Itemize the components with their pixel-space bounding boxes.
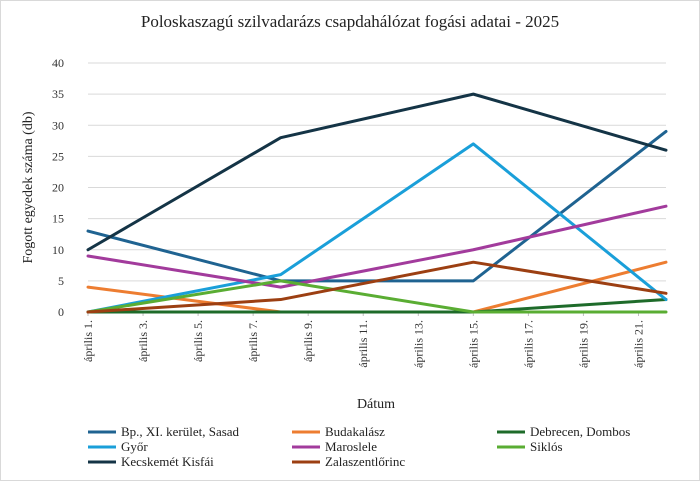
x-tick-label: április 9. xyxy=(301,320,315,362)
x-tick-label: április 5. xyxy=(191,320,205,362)
legend-label: Zalaszentlőrinc xyxy=(325,454,405,469)
series-line-6 xyxy=(86,279,668,314)
x-tick-label: április 17. xyxy=(521,320,535,368)
legend-label: Maroslele xyxy=(325,439,377,454)
x-tick-label: április 21. xyxy=(631,320,645,368)
legend-label: Kecskemét Kisfái xyxy=(121,454,214,469)
x-tick-label: április 19. xyxy=(576,320,590,368)
series-line-1 xyxy=(86,129,668,283)
x-tick-label: április 15. xyxy=(466,320,480,368)
legend-label: Budakalász xyxy=(325,424,385,439)
y-tick-label: 0 xyxy=(58,305,64,319)
x-tick-label: április 1. xyxy=(81,320,95,362)
series-line-8 xyxy=(86,260,668,314)
x-tick-label: április 7. xyxy=(246,320,260,362)
y-tick-label: 35 xyxy=(52,87,64,101)
y-tick-label: 25 xyxy=(52,149,64,163)
series-line-7 xyxy=(86,92,668,252)
x-tick-label: április 11. xyxy=(356,320,370,368)
legend-label: Bp., XI. kerület, Sasad xyxy=(121,424,240,439)
chart-title: Poloskaszagú szilvadarázs csapdahálózat … xyxy=(141,12,559,31)
y-tick-label: 20 xyxy=(52,181,64,195)
y-tick-label: 15 xyxy=(52,212,64,226)
y-tick-label: 10 xyxy=(52,243,64,257)
y-tick-label: 5 xyxy=(58,274,64,288)
legend-label: Debrecen, Dombos xyxy=(530,424,630,439)
legend-label: Győr xyxy=(121,439,148,454)
x-tick-label: április 3. xyxy=(136,320,150,362)
x-tick-label: április 13. xyxy=(411,320,425,368)
x-axis-title: Dátum xyxy=(357,397,395,412)
y-tick-label: 30 xyxy=(52,118,64,132)
series-line-5 xyxy=(86,204,668,289)
y-tick-label: 40 xyxy=(52,56,64,70)
series-line-4 xyxy=(86,142,668,314)
y-axis-title: Fogott egyedek száma (db) xyxy=(21,111,36,263)
series-line-3 xyxy=(86,298,668,314)
legend-label: Siklós xyxy=(530,439,563,454)
